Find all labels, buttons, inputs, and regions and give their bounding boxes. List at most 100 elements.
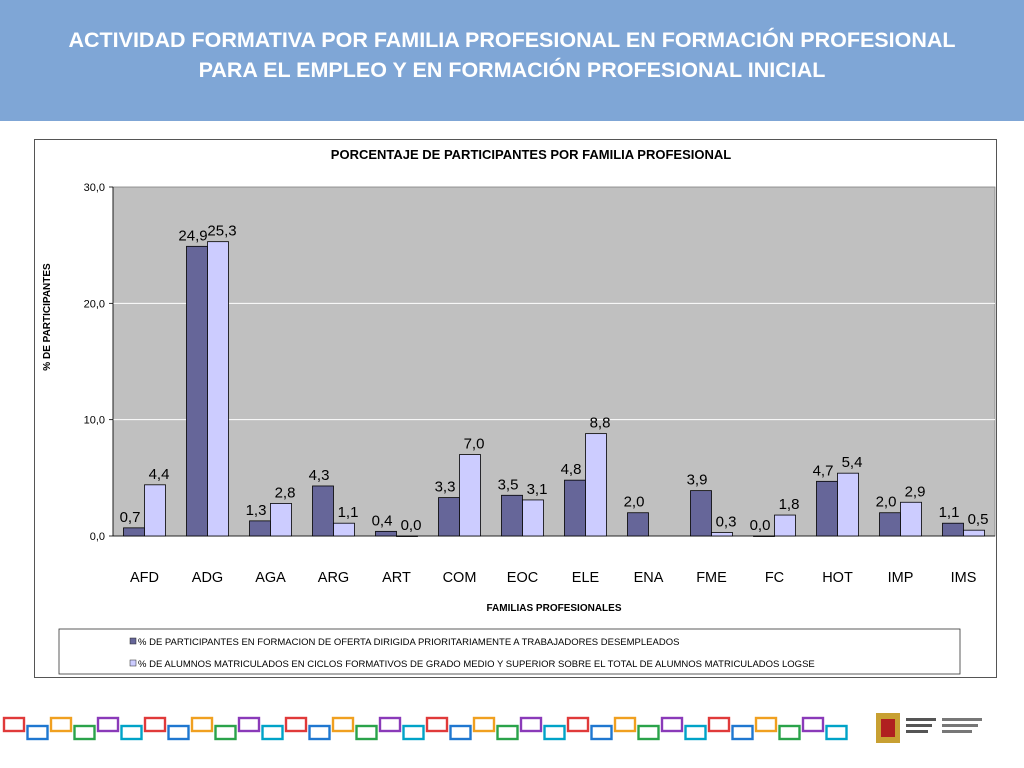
legend-swatch-series-1 bbox=[129, 637, 137, 645]
government-logo bbox=[876, 713, 982, 743]
data-label-series-2: 4,4 bbox=[149, 466, 170, 483]
chain-link-shape bbox=[167, 724, 190, 741]
bar-series-1 bbox=[186, 245, 208, 537]
chain-link-shape bbox=[731, 724, 754, 741]
y-axis-title: % DE PARTICIPANTES bbox=[42, 263, 53, 371]
y-tick-label: 30,0 bbox=[84, 182, 105, 194]
chain-link-shape bbox=[308, 724, 331, 741]
bar-series-1 bbox=[312, 485, 334, 537]
x-category-label: ELE bbox=[572, 570, 600, 586]
bar-series-2 bbox=[963, 529, 985, 537]
legend-box bbox=[58, 628, 961, 675]
data-label-series-1: 0,4 bbox=[372, 512, 393, 529]
legend-label-series-1: % DE PARTICIPANTES EN FORMACION DE OFERT… bbox=[138, 637, 679, 648]
bar-series-1 bbox=[690, 490, 712, 537]
decorative-chain-pattern bbox=[2, 716, 848, 741]
data-label-series-1: 1,3 bbox=[246, 502, 267, 519]
chain-link-shape bbox=[378, 716, 402, 733]
bar-series-1 bbox=[249, 520, 271, 537]
legend: % DE PARTICIPANTES EN FORMACION DE OFERT… bbox=[58, 628, 961, 675]
gridlines bbox=[113, 302, 995, 421]
chain-link-shape bbox=[519, 716, 543, 733]
bar-series-1 bbox=[564, 479, 586, 537]
data-label-series-2: 8,8 bbox=[590, 415, 611, 432]
chain-link-shape bbox=[261, 724, 284, 741]
chain-link-shape bbox=[590, 724, 613, 741]
bar-series-1 bbox=[816, 480, 838, 537]
y-tick-label: 10,0 bbox=[84, 415, 105, 427]
chart-frame: 0,0 10,0 20,0 30,0 AFD ADG AGA ARG ART COM EOC ELE E… bbox=[34, 139, 997, 678]
x-category-label: IMP bbox=[888, 570, 914, 586]
x-category-label: IMS bbox=[951, 570, 977, 586]
bars bbox=[123, 241, 985, 537]
chain-link-shape bbox=[449, 724, 472, 741]
chain-link-shape bbox=[425, 716, 449, 733]
chain-link-shape bbox=[355, 724, 378, 741]
data-label-series-1: 24,9 bbox=[178, 227, 207, 244]
chain-link-shape bbox=[825, 724, 848, 741]
x-category-label: AFD bbox=[130, 570, 159, 586]
data-label-series-1: 0,7 bbox=[120, 509, 141, 526]
bar-series-2 bbox=[900, 501, 922, 537]
data-label-series-1: 3,5 bbox=[498, 476, 519, 493]
data-label-series-2: 2,9 bbox=[905, 483, 926, 500]
x-category-label: HOT bbox=[822, 570, 853, 586]
x-category-label: ENA bbox=[634, 570, 664, 586]
data-label-series-1: 2,0 bbox=[624, 494, 645, 511]
bar-series-1 bbox=[627, 512, 649, 537]
chain-link-shape bbox=[402, 724, 425, 741]
bar-series-1 bbox=[501, 494, 523, 537]
bar-series-2 bbox=[522, 499, 544, 537]
bar-series-2 bbox=[396, 535, 418, 537]
data-label-series-2: 1,1 bbox=[338, 504, 359, 521]
bar-series-2 bbox=[144, 484, 166, 537]
legend-swatch-series-2 bbox=[129, 659, 137, 667]
chain-link-shape bbox=[214, 724, 237, 741]
chart-title: PORCENTAJE DE PARTICIPANTES POR FAMILIA … bbox=[331, 147, 731, 162]
chain-link-shape bbox=[543, 724, 566, 741]
chain-link-shape bbox=[237, 716, 261, 733]
x-category-label: EOC bbox=[507, 570, 538, 586]
chain-link-shape bbox=[496, 724, 519, 741]
chain-link-shape bbox=[190, 716, 214, 733]
bar-series-2 bbox=[270, 503, 292, 537]
bar-series-2 bbox=[711, 532, 733, 537]
data-label-series-1: 0,0 bbox=[750, 517, 771, 534]
chain-link-shape bbox=[472, 716, 496, 733]
chain-link-shape bbox=[778, 724, 801, 741]
bar-series-2 bbox=[333, 522, 355, 537]
data-label-series-2: 0,5 bbox=[968, 511, 989, 528]
data-label-series-1: 4,3 bbox=[309, 467, 330, 484]
chain-link-shape bbox=[707, 716, 731, 733]
chain-link-shape bbox=[284, 716, 308, 733]
chain-link-shape bbox=[660, 716, 684, 733]
bar-series-2 bbox=[585, 433, 607, 537]
chain-link-shape bbox=[26, 724, 49, 741]
bar-series-2 bbox=[837, 472, 859, 537]
chain-link-shape bbox=[754, 716, 778, 733]
x-category-label: FME bbox=[696, 570, 727, 586]
chain-link-shape bbox=[331, 716, 355, 733]
title-banner: ACTIVIDAD FORMATIVA POR FAMILIA PROFESIO… bbox=[0, 0, 1024, 121]
bar-series-1 bbox=[375, 530, 397, 537]
data-label-series-2: 0,0 bbox=[401, 517, 422, 534]
data-label-series-1: 1,1 bbox=[939, 504, 960, 521]
plot-area bbox=[112, 186, 996, 537]
data-label-series-2: 3,1 bbox=[527, 481, 548, 498]
data-label-series-1: 2,0 bbox=[876, 494, 897, 511]
bar-series-1 bbox=[879, 512, 901, 537]
bar-series-2 bbox=[774, 514, 796, 537]
x-axis-title: FAMILIAS PROFESIONALES bbox=[486, 603, 621, 614]
y-tick-label: 20,0 bbox=[84, 298, 105, 310]
data-label-series-1: 4,7 bbox=[813, 462, 834, 479]
data-label-series-1: 3,3 bbox=[435, 479, 456, 496]
data-label-series-2: 7,0 bbox=[464, 436, 485, 453]
x-category-label: AGA bbox=[255, 570, 286, 586]
legend-label-series-2: % DE ALUMNOS MATRICULADOS EN CICLOS FORM… bbox=[138, 659, 815, 670]
chain-link-shape bbox=[49, 716, 73, 733]
chain-link-shape bbox=[801, 716, 825, 733]
bar-series-2 bbox=[459, 454, 481, 537]
bar-chart: 0,0 10,0 20,0 30,0 AFD ADG AGA ARG ART COM EOC ELE E… bbox=[42, 147, 996, 675]
chain-link-shape bbox=[73, 724, 96, 741]
chain-link-shape bbox=[684, 724, 707, 741]
